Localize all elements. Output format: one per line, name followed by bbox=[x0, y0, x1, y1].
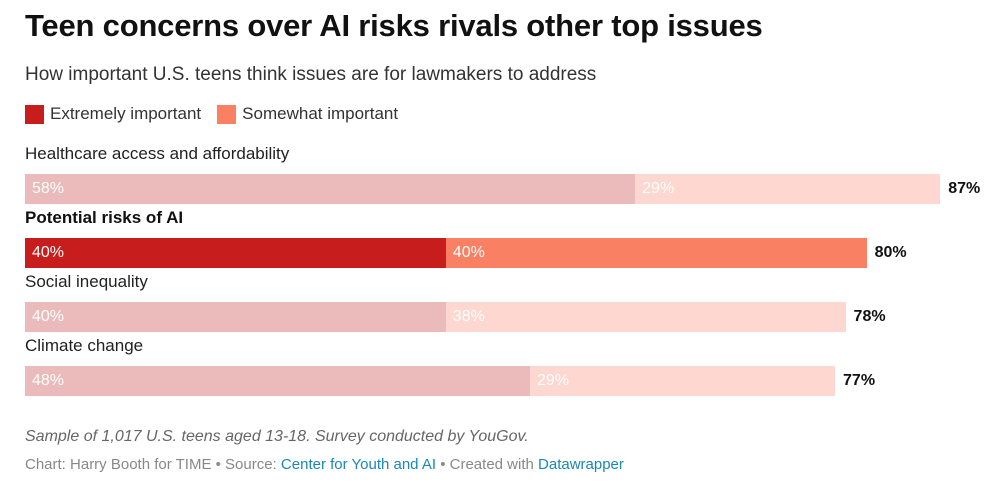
legend-item-somewhat: Somewhat important bbox=[217, 104, 398, 124]
value-label-healthcare-access-and-affordability-extremely: 58% bbox=[32, 180, 65, 197]
legend-item-extremely: Extremely important bbox=[25, 104, 201, 124]
value-label-climate-change-extremely: 48% bbox=[32, 372, 65, 389]
credit-created-prefix: Created with bbox=[449, 456, 539, 473]
legend-label-extremely: Extremely important bbox=[50, 104, 202, 123]
bar-climate-change-extremely bbox=[25, 366, 530, 396]
category-label-potential-risks-of-ai: Potential risks of AI bbox=[25, 208, 184, 227]
value-label-potential-risks-of-ai-somewhat: 40% bbox=[452, 244, 485, 261]
category-label-climate-change: Climate change bbox=[25, 336, 144, 355]
total-label-healthcare-access-and-affordability: 87% bbox=[948, 180, 981, 197]
credit-source-prefix: Source: bbox=[225, 456, 281, 473]
legend-swatch-extremely bbox=[25, 104, 44, 124]
footnote: Sample of 1,017 U.S. teens aged 13-18. S… bbox=[25, 428, 529, 445]
value-label-climate-change-somewhat: 29% bbox=[536, 372, 569, 389]
bar-healthcare-access-and-affordability-extremely bbox=[25, 174, 636, 204]
value-label-healthcare-access-and-affordability-somewhat: 29% bbox=[642, 180, 675, 197]
source-link[interactable]: Center for Youth and AI bbox=[280, 456, 437, 473]
bar-social-inequality-somewhat bbox=[445, 302, 846, 332]
datawrapper-link[interactable]: Datawrapper bbox=[538, 456, 624, 473]
bar-climate-change-somewhat bbox=[529, 366, 836, 396]
chart-subtitle: How important U.S. teens think issues ar… bbox=[25, 64, 597, 85]
legend-label-somewhat: Somewhat important bbox=[242, 104, 399, 123]
credit-author: Chart: Harry Booth for TIME bbox=[25, 456, 212, 473]
credit-separator-1: • bbox=[211, 456, 226, 473]
category-label-healthcare-access-and-affordability: Healthcare access and affordability bbox=[25, 144, 290, 163]
value-label-social-inequality-somewhat: 38% bbox=[452, 308, 485, 325]
bar-potential-risks-of-ai-somewhat bbox=[445, 238, 867, 268]
legend-swatch-somewhat bbox=[217, 104, 237, 124]
bar-social-inequality-extremely bbox=[25, 302, 446, 332]
credit-separator-2: • bbox=[436, 456, 450, 473]
bar-potential-risks-of-ai-extremely bbox=[25, 238, 446, 268]
total-label-potential-risks-of-ai: 80% bbox=[874, 244, 907, 261]
bar-healthcare-access-and-affordability-somewhat bbox=[635, 174, 941, 204]
category-label-social-inequality: Social inequality bbox=[25, 272, 148, 291]
total-label-social-inequality: 78% bbox=[853, 308, 886, 325]
legend: Extremely important Somewhat important bbox=[25, 104, 414, 124]
chart-title: Teen concerns over AI risks rivals other… bbox=[25, 8, 763, 43]
value-label-potential-risks-of-ai-extremely: 40% bbox=[32, 244, 65, 261]
total-label-climate-change: 77% bbox=[843, 372, 876, 389]
value-label-social-inequality-extremely: 40% bbox=[32, 308, 65, 325]
credits: Chart: Harry Booth for TIME • Source: Ce… bbox=[25, 456, 624, 473]
